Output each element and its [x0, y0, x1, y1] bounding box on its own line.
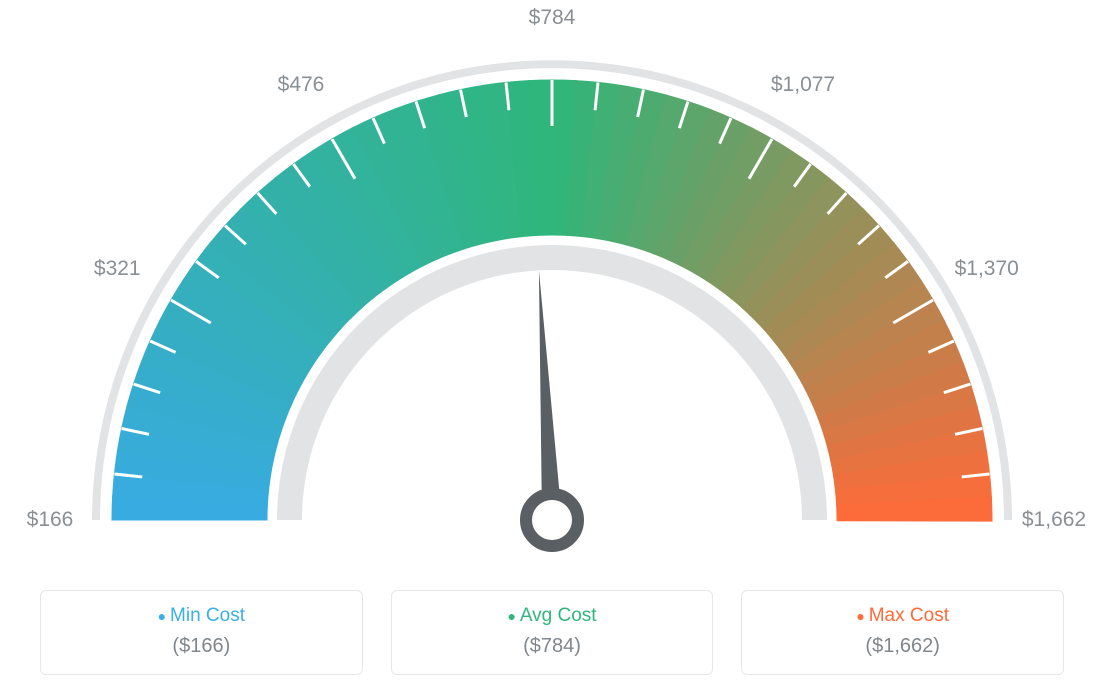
legend-label: Avg Cost — [402, 605, 703, 627]
tick-label: $321 — [94, 257, 141, 281]
legend-value: ($1,662) — [752, 635, 1053, 658]
legend-label: Min Cost — [51, 605, 352, 627]
legend-label: Max Cost — [752, 605, 1053, 627]
gauge-area: $166 $321 $476 $784 $1,077 $1,370 $1,662 — [0, 0, 1104, 560]
tick-label: $1,077 — [771, 73, 835, 97]
tick-label: $1,662 — [1022, 508, 1086, 532]
tick-label: $784 — [529, 6, 576, 30]
tick-label: $166 — [27, 508, 74, 532]
legend-row: Min Cost ($166) Avg Cost ($784) Max Cost ($1,… — [40, 590, 1064, 675]
legend-card: Avg Cost ($784) — [391, 590, 714, 675]
tick-label: $476 — [278, 73, 325, 97]
needle-hub — [526, 494, 578, 546]
legend-card: Min Cost ($166) — [40, 590, 363, 675]
gauge-chart-container: $166 $321 $476 $784 $1,077 $1,370 $1,662 Min C… — [0, 0, 1104, 690]
needle — [539, 270, 562, 520]
legend-value: ($166) — [51, 635, 352, 658]
tick-label: $1,370 — [955, 257, 1019, 281]
legend-card: Max Cost ($1,662) — [741, 590, 1064, 675]
gauge-svg — [0, 0, 1104, 560]
legend-value: ($784) — [402, 635, 703, 658]
